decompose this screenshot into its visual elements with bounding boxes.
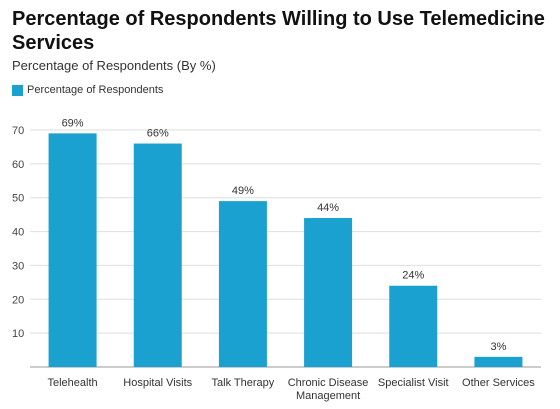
y-tick-label: 60 <box>12 159 24 171</box>
data-label: 24% <box>402 270 424 282</box>
data-label: 66% <box>147 128 169 140</box>
y-tick-label: 10 <box>12 328 24 340</box>
bar <box>133 143 182 367</box>
chart-subtitle: Percentage of Respondents (By %) <box>12 58 216 73</box>
x-tick-label: Hospital Visits <box>123 377 192 389</box>
x-tick-label: Specialist Visit <box>378 377 449 389</box>
y-tick-label: 20 <box>12 294 24 306</box>
bar <box>304 218 353 367</box>
y-tick-label: 40 <box>12 227 24 239</box>
data-label: 3% <box>490 341 506 353</box>
bar <box>218 201 267 367</box>
data-label: 69% <box>62 117 84 129</box>
bar <box>48 133 97 367</box>
legend-swatch <box>12 84 23 96</box>
legend: Percentage of Respondents <box>12 84 163 96</box>
x-tick-label: Management <box>296 390 360 402</box>
x-tick-label: Telehealth <box>48 377 98 389</box>
x-tick-label: Other Services <box>462 377 535 389</box>
legend-label: Percentage of Respondents <box>27 84 164 96</box>
y-tick-label: 30 <box>12 260 24 272</box>
chart-title: Percentage of Respondents Willing to Use… <box>12 8 545 54</box>
x-tick-label: Chronic Disease <box>288 377 369 389</box>
bar <box>474 356 523 367</box>
data-label: 49% <box>232 185 254 197</box>
y-tick-label: 70 <box>12 125 24 137</box>
x-tick-label: Talk Therapy <box>212 377 275 389</box>
data-label: 44% <box>317 202 339 214</box>
y-tick-label: 50 <box>12 193 24 205</box>
bar <box>389 285 438 367</box>
